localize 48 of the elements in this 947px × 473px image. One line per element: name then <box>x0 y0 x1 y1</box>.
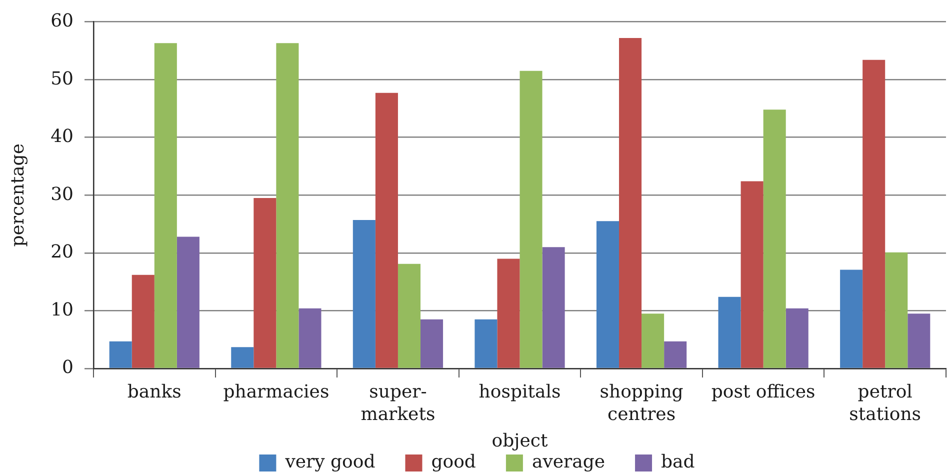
bar <box>497 258 520 368</box>
bar <box>176 236 200 368</box>
x-tick-label: super- markets <box>360 381 436 425</box>
bar <box>375 92 398 368</box>
bar <box>885 252 908 368</box>
y-tick-label: 10 <box>50 299 74 320</box>
y-tick-label: 0 <box>62 357 74 378</box>
bar <box>352 220 376 368</box>
x-tick-label: post offices <box>711 381 816 402</box>
y-tick-label: 50 <box>50 68 74 90</box>
y-tick-label: 30 <box>50 184 74 205</box>
bar <box>642 314 664 368</box>
bar <box>231 347 254 368</box>
x-tick-label: pharmacies <box>223 381 330 402</box>
bar <box>908 314 930 368</box>
bar <box>420 319 444 368</box>
y-tick-label: 60 <box>50 10 74 32</box>
x-axis-title: object <box>492 430 548 452</box>
bar <box>862 60 886 368</box>
bar <box>398 264 420 368</box>
bar <box>763 110 786 368</box>
legend-label: very good <box>284 452 376 473</box>
bar <box>740 181 764 368</box>
y-tick-label: 20 <box>50 242 74 263</box>
y-tick-label: 40 <box>50 126 74 148</box>
x-tick-label: hospitals <box>478 381 561 402</box>
bar <box>474 319 498 368</box>
bar <box>109 341 132 368</box>
bar <box>786 308 808 368</box>
x-tick-label: petrol stations <box>849 381 922 425</box>
bar <box>154 43 177 368</box>
bar <box>132 274 154 368</box>
legend-label: bad <box>661 452 695 473</box>
bar <box>619 38 642 368</box>
x-tick-label: banks <box>127 381 182 402</box>
bar <box>254 198 276 368</box>
bar <box>542 247 565 368</box>
legend-label: good <box>431 452 476 473</box>
bar <box>596 221 620 368</box>
bar <box>298 308 322 368</box>
bar <box>276 43 299 368</box>
x-tick-label: shopping centres <box>600 381 684 425</box>
legend-label: average <box>532 452 606 473</box>
y-axis-title: percentage <box>7 144 28 247</box>
bar <box>840 270 863 368</box>
bar <box>718 296 741 368</box>
bar <box>520 70 542 368</box>
bar <box>664 341 687 368</box>
